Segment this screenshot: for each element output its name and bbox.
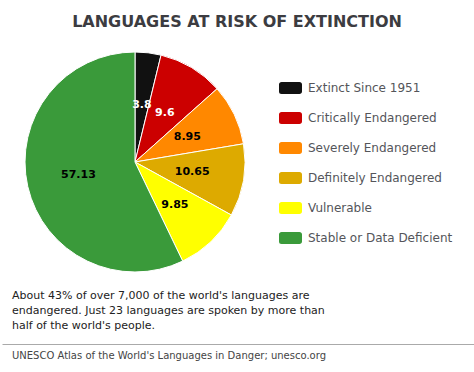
svg-text:57.13: 57.13 bbox=[61, 168, 96, 181]
svg-text:Severely Endangered: Severely Endangered bbox=[308, 141, 436, 155]
svg-text:endangered. Just 23 languages: endangered. Just 23 languages are spoken… bbox=[12, 304, 325, 317]
svg-text:9.6: 9.6 bbox=[155, 106, 175, 119]
svg-text:Critically Endangered: Critically Endangered bbox=[308, 111, 437, 125]
svg-text:UNESCO Atlas of the World's La: UNESCO Atlas of the World's Languages in… bbox=[12, 350, 326, 361]
svg-text:10.65: 10.65 bbox=[175, 165, 210, 178]
svg-text:Vulnerable: Vulnerable bbox=[308, 201, 372, 215]
svg-text:About 43% of over 7,000 of the: About 43% of over 7,000 of the world's l… bbox=[12, 289, 310, 302]
svg-text:Definitely Endangered: Definitely Endangered bbox=[308, 171, 442, 185]
svg-text:8.95: 8.95 bbox=[174, 130, 201, 143]
svg-text:half of the world's people.: half of the world's people. bbox=[12, 319, 155, 332]
svg-text:Extinct Since 1951: Extinct Since 1951 bbox=[308, 81, 420, 95]
svg-text:3.8: 3.8 bbox=[132, 98, 152, 111]
svg-text:Stable or Data Deficient: Stable or Data Deficient bbox=[308, 231, 452, 245]
svg-text:LANGUAGES AT RISK OF EXTINCTIO: LANGUAGES AT RISK OF EXTINCTION bbox=[72, 12, 402, 31]
svg-text:9.85: 9.85 bbox=[161, 198, 188, 211]
